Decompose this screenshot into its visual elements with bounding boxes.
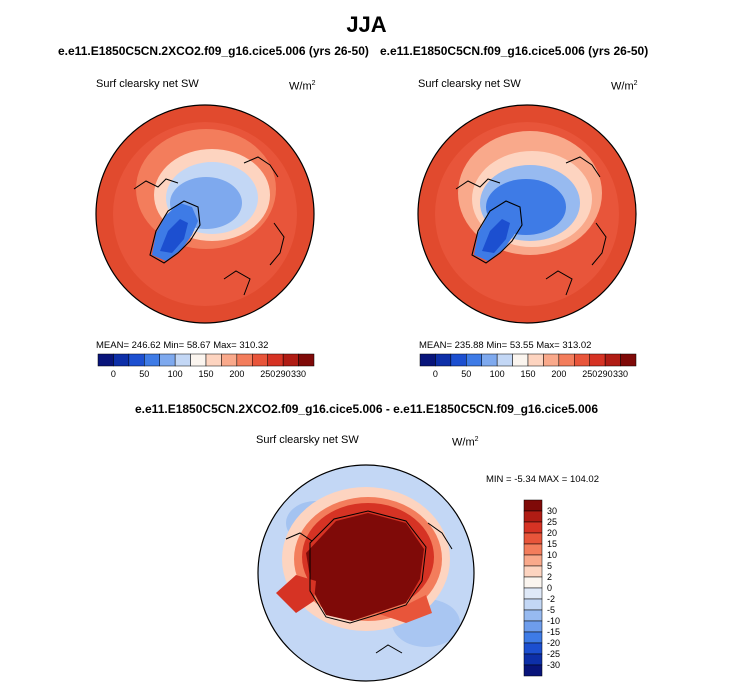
colorbar-left-tick-label: 330 (291, 369, 306, 379)
colorbar-left-tick-label: 290 (276, 369, 291, 379)
panel-right-units: W/m2 (611, 80, 638, 93)
panel-diff-units: W/m2 (452, 436, 479, 449)
colorbar-right-segment (558, 353, 575, 367)
colorbar-difference-segment (523, 543, 543, 556)
colorbar-left-segment (128, 353, 145, 367)
panel-left-stats: MEAN= 246.62 Min= 58.67 Max= 310.32 (96, 340, 269, 351)
colorbar-difference-segment (523, 510, 543, 523)
colorbar-right-segment (527, 353, 544, 367)
colorbar-left-tick-label: 250 (260, 369, 275, 379)
map-right (417, 104, 637, 324)
colorbar-right-segment (604, 353, 621, 367)
colorbar-difference-tick-label: 15 (547, 539, 557, 549)
colorbar-right-segment (620, 353, 637, 367)
colorbar-difference-tick-label: 25 (547, 517, 557, 527)
colorbar-difference-segment (523, 565, 543, 578)
colorbar-difference-tick-label: -5 (547, 605, 555, 615)
colorbar-difference-tick-label: -20 (547, 638, 560, 648)
colorbar-right-tick-label: 100 (490, 369, 505, 379)
colorbar-right-segment (466, 353, 482, 367)
colorbar-right-segment (481, 353, 498, 367)
colorbar-left-segment (97, 353, 114, 367)
colorbar-left-tick-label: 50 (139, 369, 149, 379)
panel-right-stats: MEAN= 235.88 Min= 53.55 Max= 313.02 (419, 340, 592, 351)
colorbar-left-segment (144, 353, 160, 367)
colorbar-right-tick-label: 0 (433, 369, 438, 379)
colorbar-left-tick-label: 200 (229, 369, 244, 379)
colorbar-right-segment (589, 353, 606, 367)
colorbar-difference-segment (523, 653, 543, 666)
colorbar-difference-tick-label: 2 (547, 572, 552, 582)
colorbar-right-tick-label: 200 (551, 369, 566, 379)
panel-diff-variable-label: Surf clearsky net SW (256, 434, 359, 446)
colorbar-right: 0 50 100 150 200 250 290 330 (419, 353, 637, 379)
colorbar-difference-segment (523, 620, 543, 633)
colorbar-left-segment (190, 353, 207, 367)
colorbar-left-segment (174, 353, 191, 367)
colorbar-left-tick-label: 0 (111, 369, 116, 379)
colorbar-difference-tick-label: -10 (547, 616, 560, 626)
colorbar-left-segment (282, 353, 299, 367)
colorbar-difference-segment (523, 587, 543, 600)
colorbar-difference-segment (523, 598, 543, 611)
colorbar-right-segment (450, 353, 467, 367)
colorbar-right-tick-label: 290 (598, 369, 613, 379)
colorbar-difference-segment (523, 609, 543, 622)
map-left (95, 104, 315, 324)
colorbar-difference-segment (523, 664, 543, 677)
panel-left-caption: e.e11.E1850C5CN.2XCO2.f09_g16.cice5.006 … (58, 44, 369, 58)
map-difference (257, 464, 475, 682)
colorbar-difference-tick-label: 20 (547, 528, 557, 538)
colorbar-difference-tick-label: -30 (547, 660, 560, 670)
colorbar-right-tick-label: 250 (582, 369, 597, 379)
colorbar-left-segment (113, 353, 130, 367)
panel-left-units: W/m2 (289, 80, 316, 93)
colorbar-left-segment (221, 353, 238, 367)
colorbar-right-segment (496, 353, 513, 367)
colorbar-right-segment (543, 353, 560, 367)
colorbar-difference-segment (523, 642, 543, 655)
colorbar-difference-tick-label: 10 (547, 550, 557, 560)
colorbar-difference-segment (523, 554, 543, 567)
colorbar-right-tick-label: 330 (613, 369, 628, 379)
colorbar-right-segment (512, 353, 529, 367)
colorbar-difference-segment (523, 576, 543, 589)
colorbar-left-segment (205, 353, 222, 367)
colorbar-left-tick-label: 150 (198, 369, 213, 379)
colorbar-left: 0 50 100 150 200 250 290 330 (97, 353, 315, 379)
colorbar-left-segment (267, 353, 284, 367)
page-title: JJA (346, 12, 387, 37)
difference-caption: e.e11.E1850C5CN.2XCO2.f09_g16.cice5.006 … (135, 402, 598, 416)
colorbar-left-segment (159, 353, 176, 367)
colorbar-difference-segment (523, 631, 543, 644)
colorbar-left-segment (252, 353, 268, 367)
panel-diff-stats: MIN = -5.34 MAX = 104.02 (486, 474, 600, 485)
colorbar-difference-tick-label: -2 (547, 594, 555, 604)
colorbar-right-tick-label: 150 (520, 369, 535, 379)
colorbar-difference-tick-label: 0 (547, 583, 552, 593)
colorbar-right-segment (435, 353, 452, 367)
colorbar-difference-tick-label: -15 (547, 627, 560, 637)
colorbar-left-segment (298, 353, 315, 367)
colorbar-right-segment (419, 353, 436, 367)
panel-right-variable-label: Surf clearsky net SW (418, 78, 521, 90)
colorbar-difference-tick-label: 30 (547, 506, 557, 516)
colorbar-left-tick-label: 100 (168, 369, 183, 379)
colorbar-difference-segment (523, 499, 543, 512)
colorbar-difference-segment (523, 521, 543, 534)
panel-right-caption: e.e11.E1850C5CN.f09_g16.cice5.006 (yrs 2… (380, 44, 649, 58)
colorbar-difference-segment (523, 532, 543, 545)
colorbar-right-segment (574, 353, 590, 367)
colorbar-difference-tick-label: 5 (547, 561, 552, 571)
colorbar-difference-tick-label: -25 (547, 649, 560, 659)
colorbar-right-tick-label: 50 (461, 369, 471, 379)
colorbar-left-segment (236, 353, 253, 367)
panel-left-variable-label: Surf clearsky net SW (96, 78, 199, 90)
